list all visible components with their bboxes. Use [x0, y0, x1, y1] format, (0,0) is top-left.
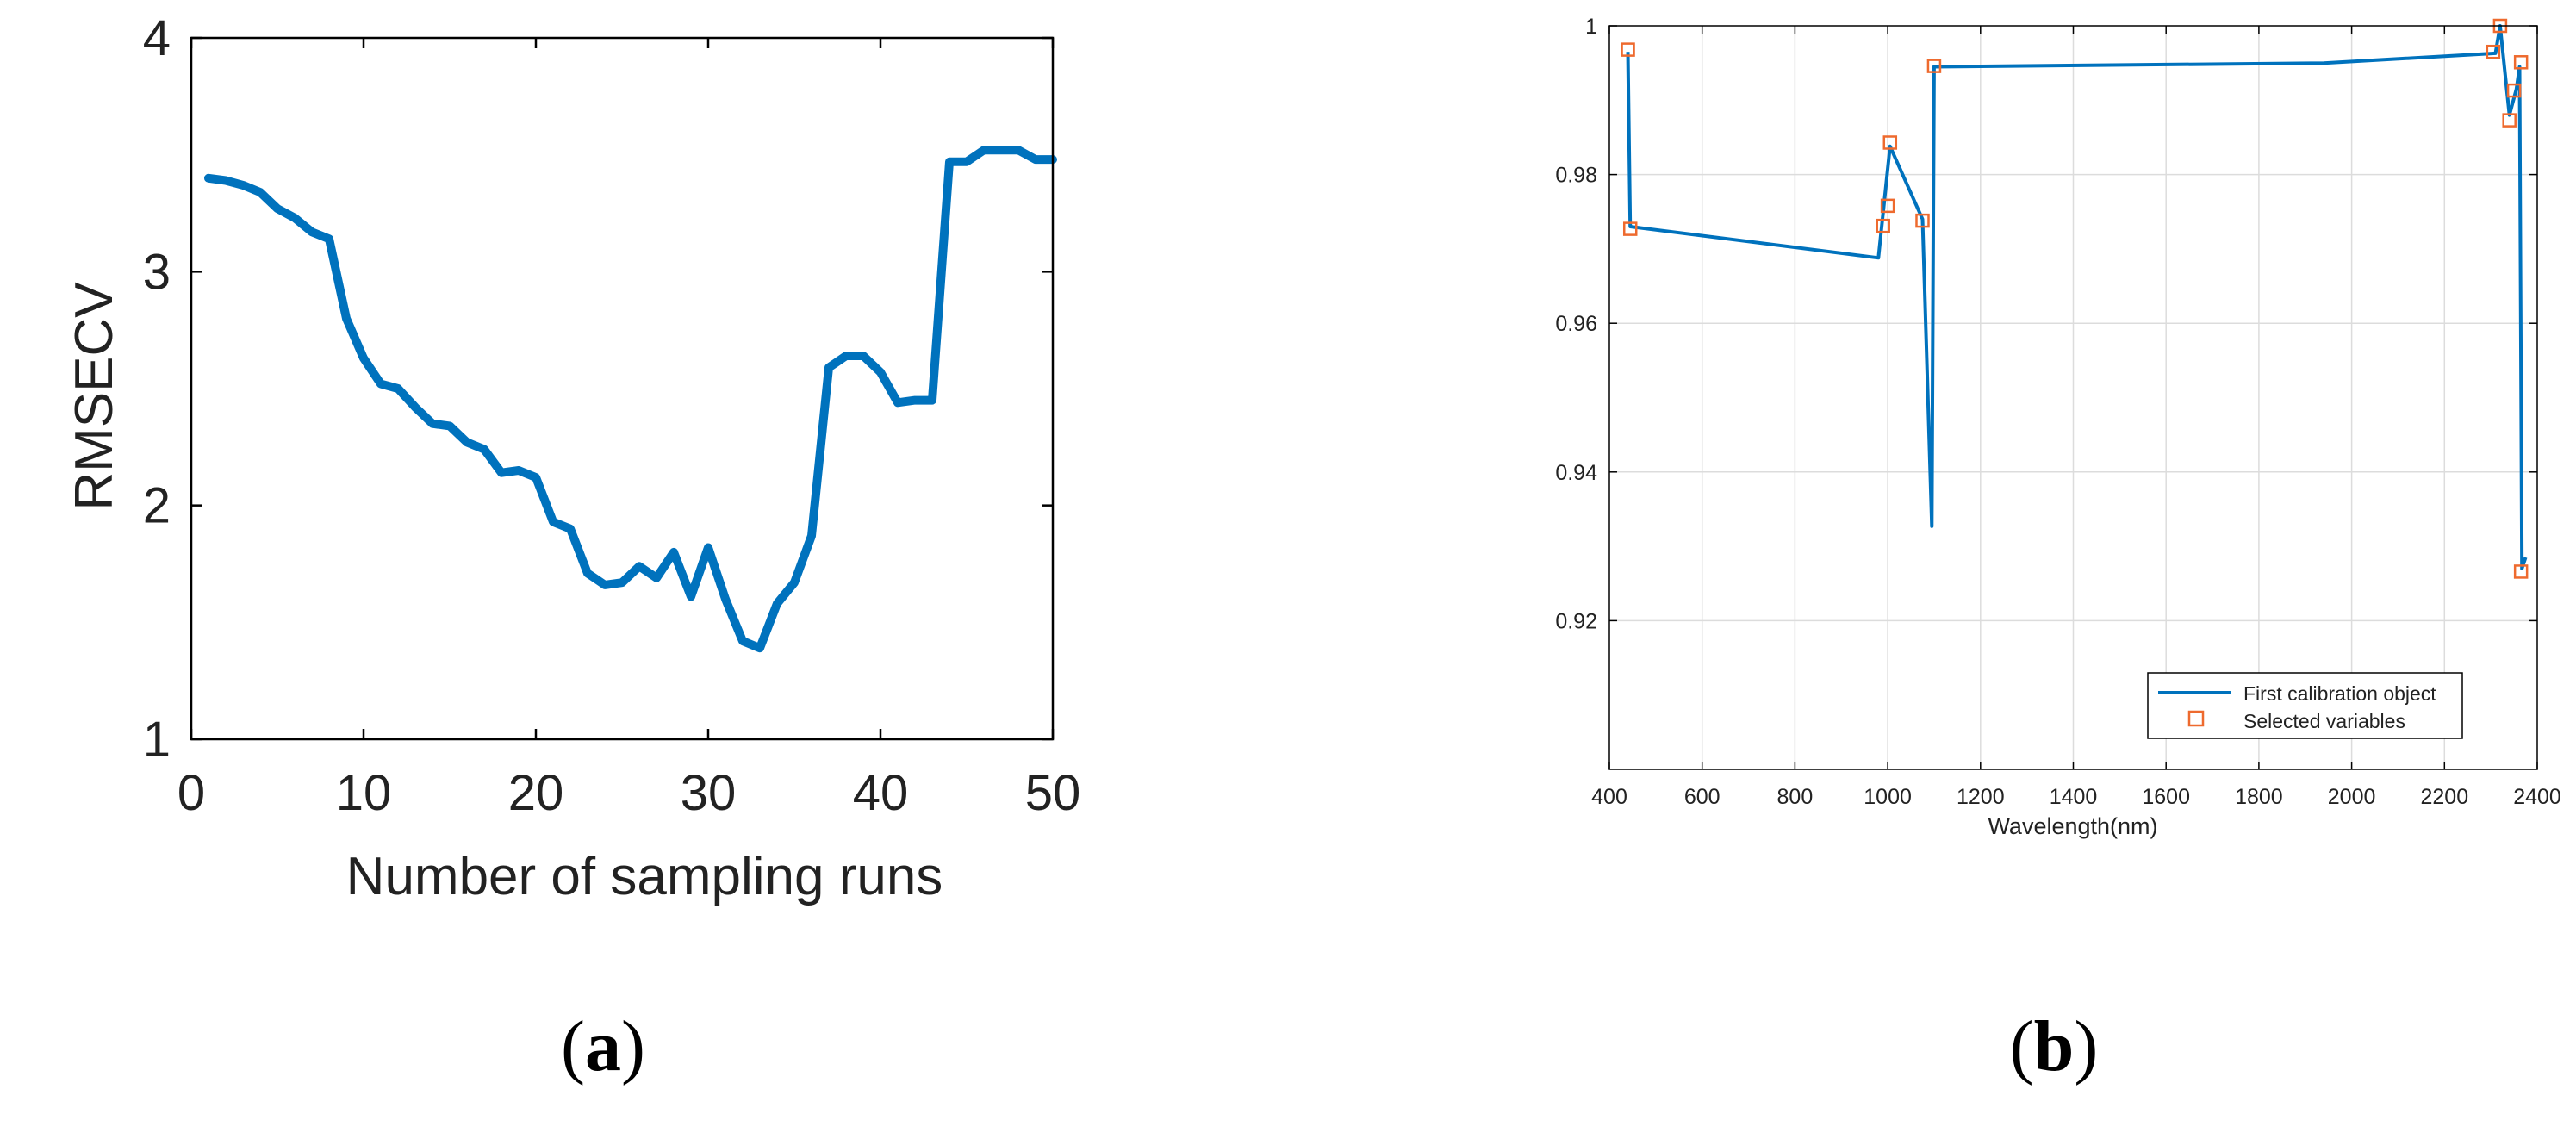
chart-b-x-tick-label: 1000: [1864, 785, 1912, 809]
chart-b-y-tick-label: 0.98: [1555, 164, 1597, 188]
chart-a-y-tick-label: 2: [143, 478, 171, 534]
chart-b-x-tick-label: 2400: [2513, 785, 2561, 809]
chart-a-x-axis-label: Number of sampling runs: [346, 847, 943, 906]
chart-b-x-tick-label: 2000: [2328, 785, 2376, 809]
chart-a-x-tick-label: 20: [508, 765, 564, 821]
chart-b-selected-marker: [1926, 59, 1942, 73]
chart-b-x-tick-label: 800: [1777, 785, 1814, 809]
chart-b-selected-marker: [2486, 44, 2501, 59]
chart-b-legend: First calibration object Selected variab…: [2147, 672, 2463, 739]
chart-b-y-tick-label: 0.92: [1555, 609, 1597, 633]
chart-b-series-line: [1626, 24, 2528, 570]
chart-b-x-tick-label: 2200: [2420, 785, 2468, 809]
chart-a-y-tick-label: 3: [143, 244, 171, 300]
chart-b: 400 600 800 1000 1200 1400 1600 1800 2000 2200 240…: [1555, 15, 2560, 839]
panel-label-a-letter: a: [585, 1006, 621, 1086]
legend-entry-line: First calibration object: [2243, 682, 2436, 705]
panel-label-a: (a): [561, 1006, 645, 1086]
chart-b-selected-marker: [1622, 221, 1638, 236]
chart-b-data: [1621, 18, 2529, 579]
chart-a-x-tick-label: 0: [177, 765, 205, 821]
chart-a-y-tick-label: 1: [143, 712, 171, 768]
chart-a-y-tick-label: 4: [143, 10, 171, 66]
chart-a-y-axis-label: RMSECV: [65, 282, 124, 511]
chart-a-data: [204, 146, 1057, 653]
chart-a-series-line: [204, 146, 1057, 653]
chart-b-x-axis-label: Wavelength(nm): [1988, 813, 2157, 839]
chart-b-selected-marker: [1621, 42, 1635, 57]
chart-b-selected-marker: [2513, 564, 2529, 579]
chart-b-y-tick-label: 0.96: [1555, 312, 1597, 336]
chart-b-x-tick-label: 1800: [2235, 785, 2283, 809]
panel-label-b: (b): [2010, 1006, 2099, 1086]
legend-box: [2147, 672, 2463, 739]
legend-marker-swatch: [2187, 710, 2205, 727]
chart-b-y-tick-label: 0.94: [1555, 461, 1597, 485]
chart-a-x-tick-label: 40: [853, 765, 909, 821]
chart-a-x-tick-label: 50: [1025, 765, 1081, 821]
chart-b-y-tick-label: 1: [1585, 15, 1597, 39]
chart-b-ticks: 400 600 800 1000 1200 1400 1600 1800 2000 2200 240…: [1555, 15, 2560, 809]
chart-b-x-tick-label: 1600: [2142, 785, 2190, 809]
chart-b-x-tick-label: 1200: [1957, 785, 2005, 809]
chart-b-x-tick-label: 400: [1591, 785, 1627, 809]
chart-b-selected-marker: [1915, 213, 1930, 228]
chart-b-selected-marker: [2506, 83, 2522, 98]
chart-b-selected-marker: [1882, 135, 1898, 150]
chart-a-x-tick-label: 10: [336, 765, 392, 821]
chart-a-plot-frame: [190, 36, 1055, 741]
chart-b-selected-marker: [1876, 218, 1890, 233]
chart-b-x-tick-label: 1400: [2050, 785, 2098, 809]
chart-b-grid: [1609, 26, 2537, 769]
chart-b-plot-frame: [1608, 25, 2538, 770]
panel-label-b-letter: b: [2034, 1006, 2075, 1086]
legend-entry-marker: Selected variables: [2243, 710, 2405, 732]
chart-b-x-tick-label: 600: [1684, 785, 1720, 809]
chart-b-selected-marker: [1880, 198, 1895, 214]
chart-a-x-tick-label: 30: [681, 765, 737, 821]
chart-b-selected-marker: [2502, 113, 2517, 128]
chart-b-selected-marker: [2513, 55, 2529, 70]
chart-a-ticks: 0 10 20 30 40 50 1 2 3 4: [143, 10, 1081, 821]
